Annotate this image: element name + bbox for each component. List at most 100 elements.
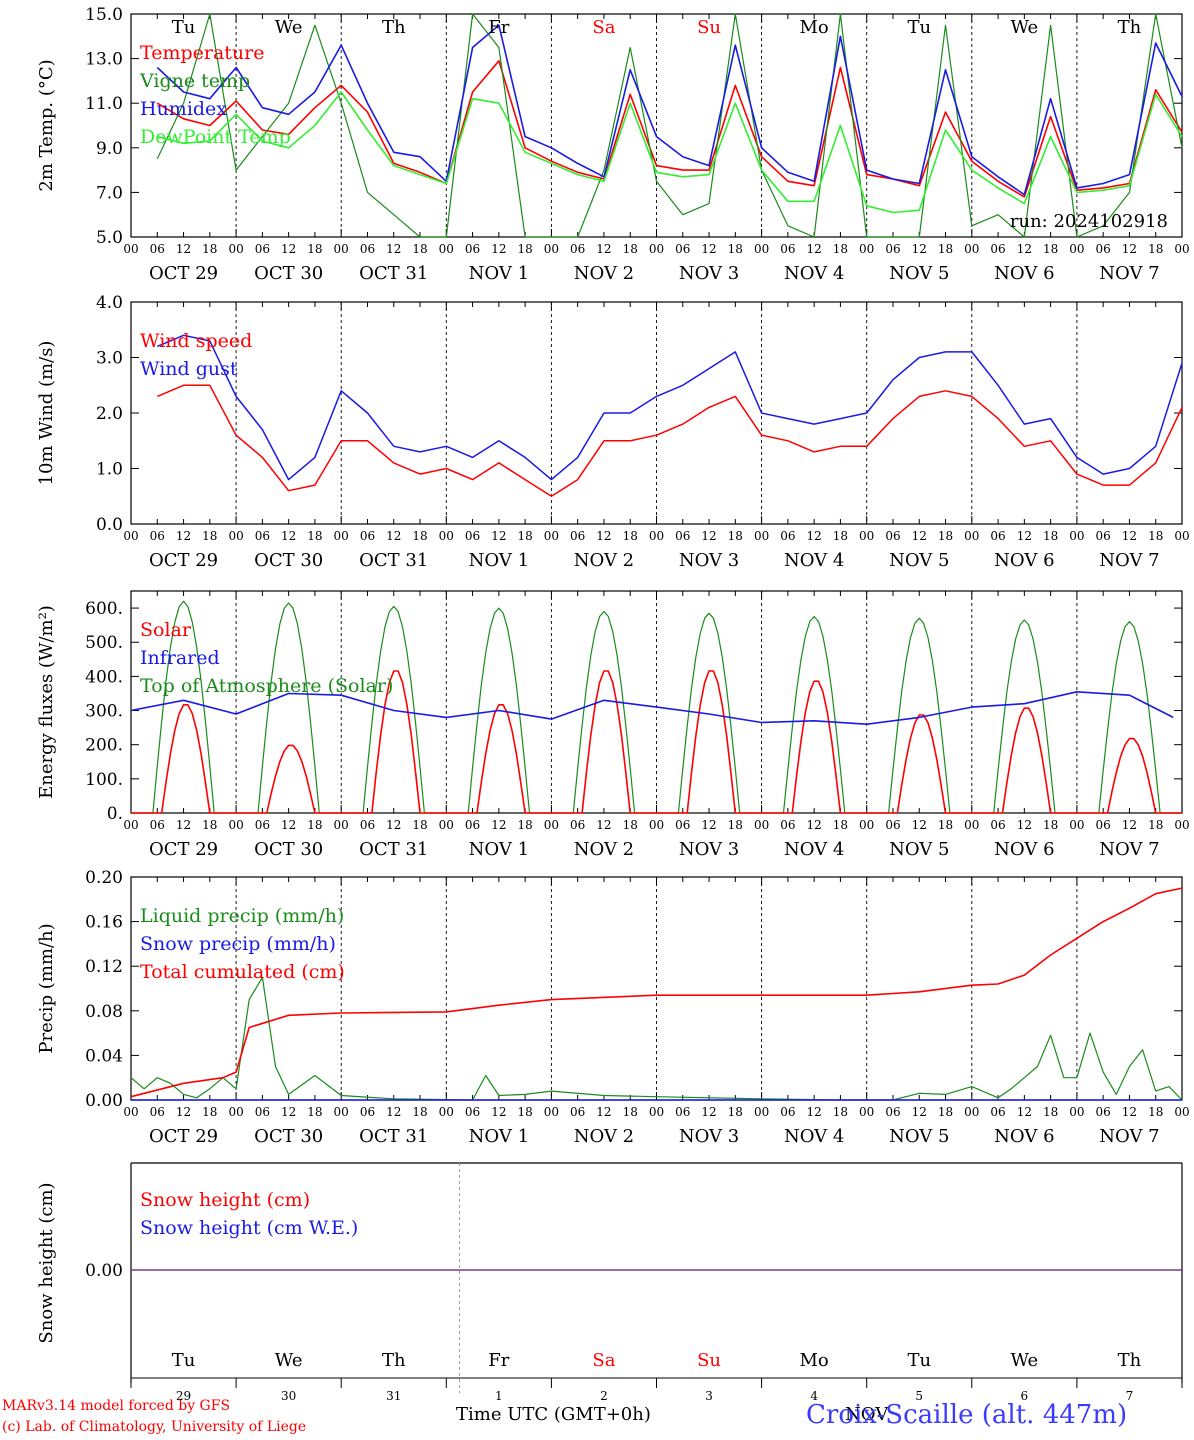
- wind-y-tick-label: 0.0: [96, 515, 123, 535]
- precip-hour-label: 18: [517, 1105, 532, 1119]
- flux-y-tick-label: 500.: [85, 633, 123, 653]
- precip-hour-label: 06: [360, 1105, 375, 1119]
- wind-hour-label: 12: [1017, 529, 1032, 543]
- snow-day-name: Tu: [172, 1350, 196, 1371]
- temp-hour-label: 06: [465, 242, 480, 256]
- wind-y-tick-label: 3.0: [96, 349, 123, 369]
- wind-hour-label: 12: [701, 529, 716, 543]
- wind-hour-label: 00: [1069, 529, 1084, 543]
- temp-hour-label: 00: [334, 242, 349, 256]
- flux-hour-label: 06: [1096, 818, 1111, 832]
- snow-day-number: 3: [705, 1389, 713, 1403]
- precip-y-tick-label: 0.20: [85, 868, 123, 888]
- precip-hour-label: 12: [807, 1105, 822, 1119]
- flux-date-label: OCT 30: [254, 839, 323, 860]
- precip-hour-label: 06: [255, 1105, 270, 1119]
- temp-hour-label: 12: [176, 242, 191, 256]
- precip-hour-label: 18: [1043, 1105, 1058, 1119]
- flux-hour-label: 18: [517, 818, 532, 832]
- temp-date-label: NOV 4: [784, 263, 844, 284]
- flux-hour-label: 12: [596, 818, 611, 832]
- flux-hour-label: 06: [255, 818, 270, 832]
- wind-hour-label: 12: [176, 529, 191, 543]
- precip-hour-label: 18: [938, 1105, 953, 1119]
- precip-date-label: NOV 5: [889, 1126, 949, 1147]
- temp-hour-label: 12: [281, 242, 296, 256]
- wind-date-label: NOV 2: [574, 550, 634, 571]
- flux-hour-label: 06: [990, 818, 1005, 832]
- snow-day-number: 5: [915, 1389, 923, 1403]
- flux-hour-label: 00: [228, 818, 243, 832]
- precip-hour-label: 12: [491, 1105, 506, 1119]
- temp-hour-label: 18: [728, 242, 743, 256]
- flux-hour-label: 12: [1017, 818, 1032, 832]
- wind-hour-label: 18: [938, 529, 953, 543]
- snow-day-name: Th: [1118, 1350, 1142, 1371]
- temp-date-label: NOV 1: [469, 263, 529, 284]
- flux-hour-label: 12: [807, 818, 822, 832]
- snow-day-name: We: [275, 1350, 303, 1371]
- wind-hour-label: 06: [675, 529, 690, 543]
- precip-hour-label: 06: [990, 1105, 1005, 1119]
- wind-hour-label: 00: [1174, 529, 1189, 543]
- snow-day-name: We: [1011, 1350, 1039, 1371]
- precip-hour-label: 06: [885, 1105, 900, 1119]
- precip-hour-label: 00: [334, 1105, 349, 1119]
- precip-y-tick-label: 0.12: [85, 957, 123, 977]
- temp-date-label: OCT 30: [254, 263, 323, 284]
- wind-hour-label: 18: [1043, 529, 1058, 543]
- precip-hour-label: 18: [728, 1105, 743, 1119]
- x-axis-title: Time UTC (GMT+0h): [456, 1404, 651, 1425]
- flux-hour-label: 18: [728, 818, 743, 832]
- temp-hour-label: 12: [386, 242, 401, 256]
- temp-day-name: We: [275, 17, 303, 38]
- flux-hour-label: 12: [386, 818, 401, 832]
- temp-y-tick-label: 13.0: [85, 50, 123, 70]
- flux-legend-entry: Top of Atmosphere (Solar): [140, 675, 393, 697]
- wind-hour-label: 18: [728, 529, 743, 543]
- flux-hour-label: 00: [123, 818, 138, 832]
- precip-y-tick-label: 0.08: [85, 1002, 123, 1022]
- temp-day-name: We: [1011, 17, 1039, 38]
- temp-hour-label: 06: [150, 242, 165, 256]
- temp-hour-label: 00: [964, 242, 979, 256]
- wind-date-label: NOV 5: [889, 550, 949, 571]
- temp-date-label: NOV 5: [889, 263, 949, 284]
- temp-hour-label: 18: [938, 242, 953, 256]
- temp-date-label: NOV 3: [679, 263, 739, 284]
- temp-date-label: NOV 7: [1099, 263, 1159, 284]
- snow-day-number: 6: [1021, 1389, 1029, 1403]
- temp-hour-label: 00: [439, 242, 454, 256]
- temp-series-line: [156, 24, 1183, 196]
- precip-hour-label: 00: [439, 1105, 454, 1119]
- temp-day-name: Mo: [800, 17, 829, 38]
- precip-hour-label: 12: [596, 1105, 611, 1119]
- flux-hour-label: 12: [701, 818, 716, 832]
- snow-y-axis-label: Snow height (cm): [36, 1182, 57, 1343]
- flux-hour-label: 18: [833, 818, 848, 832]
- temp-hour-label: 18: [307, 242, 322, 256]
- flux-hour-label: 00: [754, 818, 769, 832]
- precip-hour-label: 00: [859, 1105, 874, 1119]
- flux-date-label: NOV 3: [679, 839, 739, 860]
- flux-date-label: OCT 29: [149, 839, 218, 860]
- snow-legend-entry: Snow height (cm W.E.): [140, 1217, 358, 1239]
- temp-hour-label: 18: [1148, 242, 1163, 256]
- flux-hour-label: 00: [649, 818, 664, 832]
- temp-hour-label: 00: [228, 242, 243, 256]
- flux-legend-entry: Solar: [140, 619, 192, 641]
- wind-hour-label: 12: [386, 529, 401, 543]
- temp-hour-label: 00: [123, 242, 138, 256]
- flux-hour-label: 06: [675, 818, 690, 832]
- wind-hour-label: 06: [885, 529, 900, 543]
- wind-series-line: [157, 334, 1183, 481]
- temp-hour-label: 00: [859, 242, 874, 256]
- temp-hour-label: 18: [833, 242, 848, 256]
- snow-day-name: Mo: [800, 1350, 829, 1371]
- temp-hour-label: 18: [517, 242, 532, 256]
- flux-hour-label: 06: [885, 818, 900, 832]
- precip-hour-label: 12: [176, 1105, 191, 1119]
- temp-hour-label: 12: [491, 242, 506, 256]
- temp-series-line: [156, 59, 1183, 198]
- precip-hour-label: 12: [912, 1105, 927, 1119]
